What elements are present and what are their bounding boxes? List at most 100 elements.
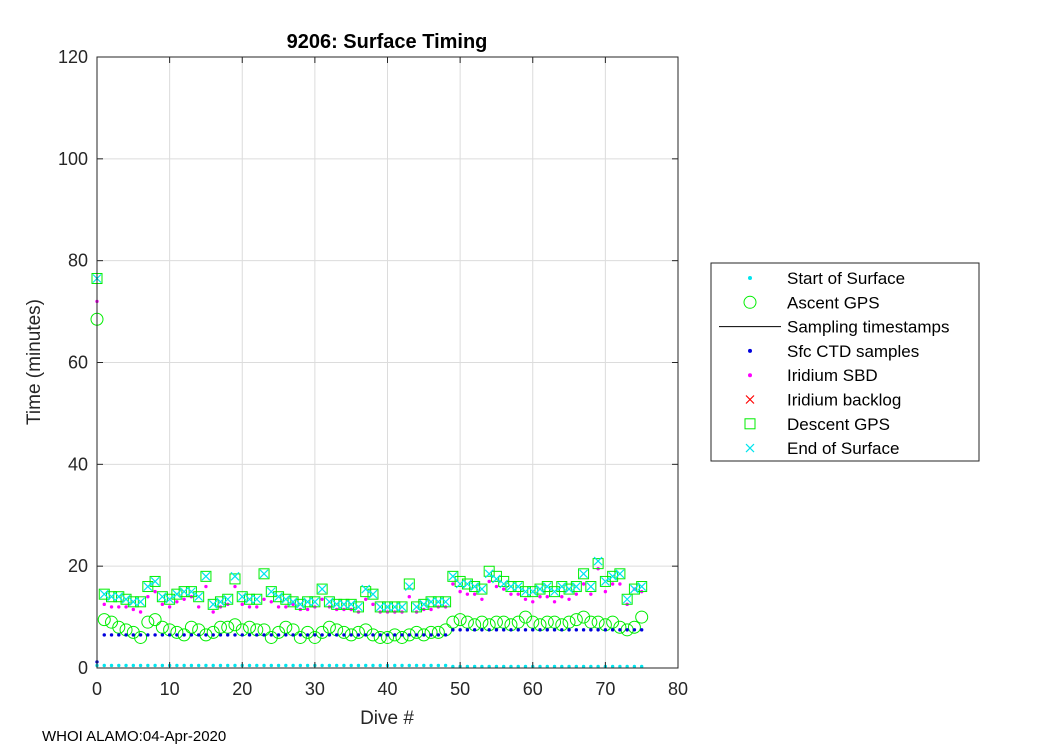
point-iridium-sbd <box>429 607 433 612</box>
point-ascent-gps <box>424 625 438 639</box>
point-end-of-surface <box>143 582 153 591</box>
point-sfc-ctd-samples <box>371 633 375 637</box>
point-descent-gps <box>432 596 444 608</box>
point-start-of-surface <box>269 663 273 668</box>
point-ascent-gps <box>635 610 649 624</box>
point-start-of-surface <box>356 663 361 668</box>
point-ascent-gps <box>337 625 351 639</box>
point-end-of-surface <box>535 584 545 594</box>
point-start-of-surface <box>175 663 179 668</box>
point-iridium-sbd <box>102 602 106 607</box>
point-start-of-surface <box>204 663 208 668</box>
point-end-of-surface <box>194 592 204 602</box>
point-iridium-sbd <box>567 597 571 601</box>
point-iridium-sbd <box>138 610 143 614</box>
point-sfc-ctd-samples <box>581 628 586 632</box>
point-start-of-surface <box>538 664 542 669</box>
point-end-of-surface <box>593 556 603 566</box>
point-end-of-surface <box>557 582 567 591</box>
point-ascent-gps <box>315 625 329 639</box>
point-end-of-surface <box>528 587 538 597</box>
point-descent-gps <box>135 596 147 608</box>
point-iridium-sbd <box>451 582 455 586</box>
point-sfc-ctd-samples <box>610 628 615 632</box>
y-tick-label: 120 <box>58 47 88 67</box>
point-descent-gps <box>585 581 597 593</box>
point-start-of-surface <box>218 663 223 668</box>
grid <box>97 57 678 668</box>
point-descent-gps <box>396 601 408 613</box>
point-iridium-sbd <box>603 589 608 594</box>
point-descent-gps <box>403 578 415 590</box>
point-sfc-ctd-samples <box>276 633 281 637</box>
point-start-of-surface <box>262 663 266 668</box>
point-iridium-sbd <box>538 595 542 599</box>
point-start-of-surface <box>574 664 579 669</box>
point-sfc-ctd-samples <box>414 633 419 637</box>
point-start-of-surface <box>494 664 499 669</box>
point-descent-gps <box>578 568 590 580</box>
y-tick-label: 80 <box>68 251 88 271</box>
point-start-of-surface <box>371 663 375 668</box>
point-iridium-sbd <box>146 595 150 599</box>
point-iridium-sbd <box>407 595 411 599</box>
point-start-of-surface <box>610 664 615 669</box>
point-iridium-sbd <box>618 582 622 586</box>
point-start-of-surface <box>342 663 346 668</box>
point-iridium-sbd <box>153 589 157 594</box>
point-start-of-surface <box>153 663 157 668</box>
point-end-of-surface <box>288 597 298 607</box>
point-sfc-ctd-samples <box>465 628 470 632</box>
point-end-of-surface <box>455 579 465 589</box>
point-start-of-surface <box>480 664 484 669</box>
point-start-of-surface <box>625 664 629 669</box>
point-sfc-ctd-samples <box>472 628 477 632</box>
point-start-of-surface <box>117 663 121 668</box>
point-sfc-ctd-samples <box>334 633 339 637</box>
plot-area <box>90 272 649 669</box>
point-sfc-ctd-samples <box>589 628 593 632</box>
point-start-of-surface <box>523 664 528 669</box>
point-sfc-ctd-samples <box>269 633 273 637</box>
point-start-of-surface <box>349 663 353 668</box>
point-sfc-ctd-samples <box>305 633 310 637</box>
point-ascent-gps <box>410 625 424 639</box>
point-end-of-surface <box>383 602 392 612</box>
point-end-of-surface <box>128 597 138 607</box>
point-end-of-surface <box>419 599 429 609</box>
legend-marker-iridium-backlog <box>745 395 755 404</box>
point-end-of-surface <box>346 599 356 609</box>
point-iridium-sbd <box>610 582 615 586</box>
point-sfc-ctd-samples <box>531 628 535 632</box>
legend-label-iridium-sbd: Iridium SBD <box>787 366 878 385</box>
point-sfc-ctd-samples <box>632 628 637 632</box>
point-iridium-sbd <box>276 605 281 609</box>
point-end-of-surface <box>586 582 596 591</box>
point-end-of-surface <box>259 569 269 579</box>
point-start-of-surface <box>124 663 128 668</box>
point-ascent-gps <box>141 615 155 629</box>
point-start-of-surface <box>182 663 186 668</box>
point-sfc-ctd-samples <box>436 633 441 637</box>
point-sfc-ctd-samples <box>218 633 223 637</box>
point-sfc-ctd-samples <box>356 633 361 637</box>
x-tick-label: 50 <box>450 679 470 699</box>
point-ascent-gps <box>126 625 140 639</box>
point-end-of-surface <box>165 594 175 604</box>
point-end-of-surface <box>361 584 371 594</box>
point-iridium-sbd <box>509 592 513 596</box>
point-end-of-surface <box>237 592 247 602</box>
point-sfc-ctd-samples <box>124 633 128 637</box>
point-sfc-ctd-samples <box>167 633 172 637</box>
y-axis-label: Time (minutes) <box>24 299 45 425</box>
point-end-of-surface <box>354 602 363 612</box>
point-end-of-surface <box>433 597 443 607</box>
point-end-of-surface <box>608 571 618 581</box>
point-ascent-gps <box>613 620 627 634</box>
point-start-of-surface <box>589 664 593 669</box>
point-start-of-surface <box>618 664 622 669</box>
point-sfc-ctd-samples <box>487 628 491 632</box>
point-end-of-surface <box>600 577 610 586</box>
point-end-of-surface <box>397 602 407 612</box>
point-iridium-sbd <box>581 582 586 586</box>
